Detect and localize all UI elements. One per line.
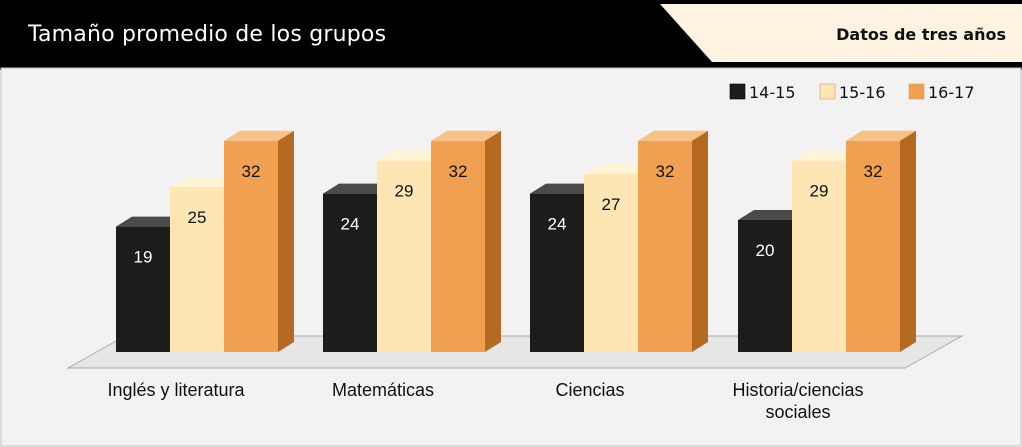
bar-ingles-y-literatura-16-17 <box>224 130 294 352</box>
bar-ingles-y-literatura-15-16-top <box>170 177 240 187</box>
bar-historia-ciencias-sociales-15-16-front <box>792 160 846 352</box>
category-label-matematicas: Matemáticas <box>331 380 435 400</box>
bar-matematicas-14-15-front <box>323 193 377 352</box>
legend-label-14-15: 14-15 <box>749 83 796 102</box>
bars: 19 25 32 24 29 32 24 27 32 20 29 32 <box>116 130 916 352</box>
subtitle-panel <box>660 4 1022 62</box>
bar-matematicas-15-16-front <box>377 160 431 352</box>
bar-ciencias-15-16-top <box>584 163 654 174</box>
header-background <box>0 0 1022 70</box>
bar-ingles-y-literatura-16-17-side <box>278 130 294 352</box>
bar-historia-ciencias-sociales-16-17-front <box>846 140 900 352</box>
bar-matematicas-16-17 <box>431 130 501 352</box>
bar-ciencias-16-17-top <box>638 130 708 141</box>
bar-historia-ciencias-sociales-16-17-side <box>900 130 916 352</box>
legend-label-15-16: 15-16 <box>839 83 886 102</box>
data-label: 27 <box>602 195 621 214</box>
bar-ciencias-14-15-top <box>530 183 600 194</box>
data-label: 20 <box>756 241 775 260</box>
bar-ingles-y-literatura-15-16-front <box>170 187 224 352</box>
bar-ingles-y-literatura-14-15-top <box>116 216 186 227</box>
bar-historia-ciencias-sociales-16-17 <box>846 130 916 352</box>
data-label: 29 <box>395 182 414 201</box>
bar-ciencias-16-17-front <box>638 140 692 352</box>
legend-swatch-15-16 <box>819 83 836 100</box>
chart-title: Tamaño promedio de los grupos <box>28 22 387 47</box>
data-label: 32 <box>242 162 261 181</box>
data-label: 24 <box>548 215 567 234</box>
data-label: 29 <box>810 182 829 201</box>
chart-subtitle: Datos de tres años <box>836 25 1006 44</box>
data-label: 32 <box>656 162 675 181</box>
category-label-ciencias: Ciencias <box>555 380 625 400</box>
legend-label-16-17: 16-17 <box>928 83 975 102</box>
bar-matematicas-16-17-side <box>485 130 501 352</box>
data-label: 24 <box>341 215 360 234</box>
legend: 14-15 15-16 16-17 <box>729 83 975 102</box>
bar-historia-ciencias-sociales-14-15-top <box>738 210 808 220</box>
bar-ingles-y-literatura-14-15-front <box>116 226 170 352</box>
data-label: 32 <box>449 162 468 181</box>
bar-historia-ciencias-sociales-14-15-front <box>738 220 792 352</box>
category-label-historia-ciencias-sociales: Historia/ciencias sociales <box>732 380 864 422</box>
bar-matematicas-15-16-top <box>377 150 447 161</box>
bar-ingles-y-literatura-16-17-top <box>224 130 294 141</box>
legend-swatch-14-15 <box>729 83 746 100</box>
bar-ciencias-15-16-front <box>584 173 638 352</box>
legend-swatch-16-17 <box>908 83 925 100</box>
bar-historia-ciencias-sociales-15-16-top <box>792 150 862 161</box>
data-label: 25 <box>188 208 207 227</box>
bar-historia-ciencias-sociales-16-17-top <box>846 130 916 141</box>
bar-matematicas-16-17-front <box>431 140 485 352</box>
bar-ciencias-14-15-front <box>530 193 584 352</box>
data-label: 19 <box>134 248 153 267</box>
bar-matematicas-14-15-top <box>323 183 393 194</box>
data-label: 32 <box>864 162 883 181</box>
bar-ciencias-16-17-side <box>692 130 708 352</box>
category-label-ingles-y-literatura: Inglés y literatura <box>107 380 245 400</box>
bar-ingles-y-literatura-16-17-front <box>224 140 278 352</box>
bar-matematicas-16-17-top <box>431 130 501 141</box>
bar-ciencias-16-17 <box>638 130 708 352</box>
